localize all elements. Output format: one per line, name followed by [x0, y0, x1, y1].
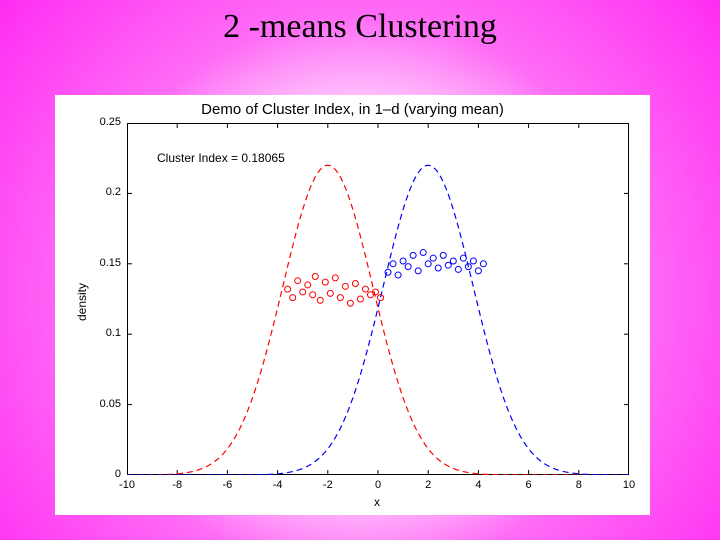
- x-tick-label: -8: [165, 479, 189, 491]
- x-tick-label: 6: [517, 479, 541, 491]
- chart-title: Demo of Cluster Index, in 1–d (varying m…: [55, 101, 650, 118]
- y-axis-label: density: [75, 283, 89, 321]
- y-tick-label: 0.25: [100, 116, 121, 128]
- x-tick-label: -10: [115, 479, 139, 491]
- chart-container: Demo of Cluster Index, in 1–d (varying m…: [55, 95, 650, 515]
- x-tick-label: 0: [366, 479, 390, 491]
- page-title: 2 -means Clustering: [0, 8, 720, 46]
- y-tick-label: 0.15: [100, 257, 121, 269]
- y-tick-label: 0.2: [106, 186, 121, 198]
- x-tick-label: -2: [316, 479, 340, 491]
- x-tick-label: 2: [416, 479, 440, 491]
- x-tick-label: -6: [215, 479, 239, 491]
- y-tick-label: 0: [115, 468, 121, 480]
- chart-svg: [127, 123, 629, 475]
- x-tick-label: 8: [567, 479, 591, 491]
- x-tick-label: 4: [466, 479, 490, 491]
- chart-subtitle: Cluster Index = 0.18065: [157, 151, 285, 165]
- x-tick-label: 10: [617, 479, 641, 491]
- y-tick-label: 0.1: [106, 327, 121, 339]
- x-axis-label: x: [374, 495, 380, 509]
- y-tick-label: 0.05: [100, 398, 121, 410]
- plot-area: [127, 123, 629, 475]
- slide: 2 -means Clustering Demo of Cluster Inde…: [0, 0, 720, 540]
- x-tick-label: -4: [266, 479, 290, 491]
